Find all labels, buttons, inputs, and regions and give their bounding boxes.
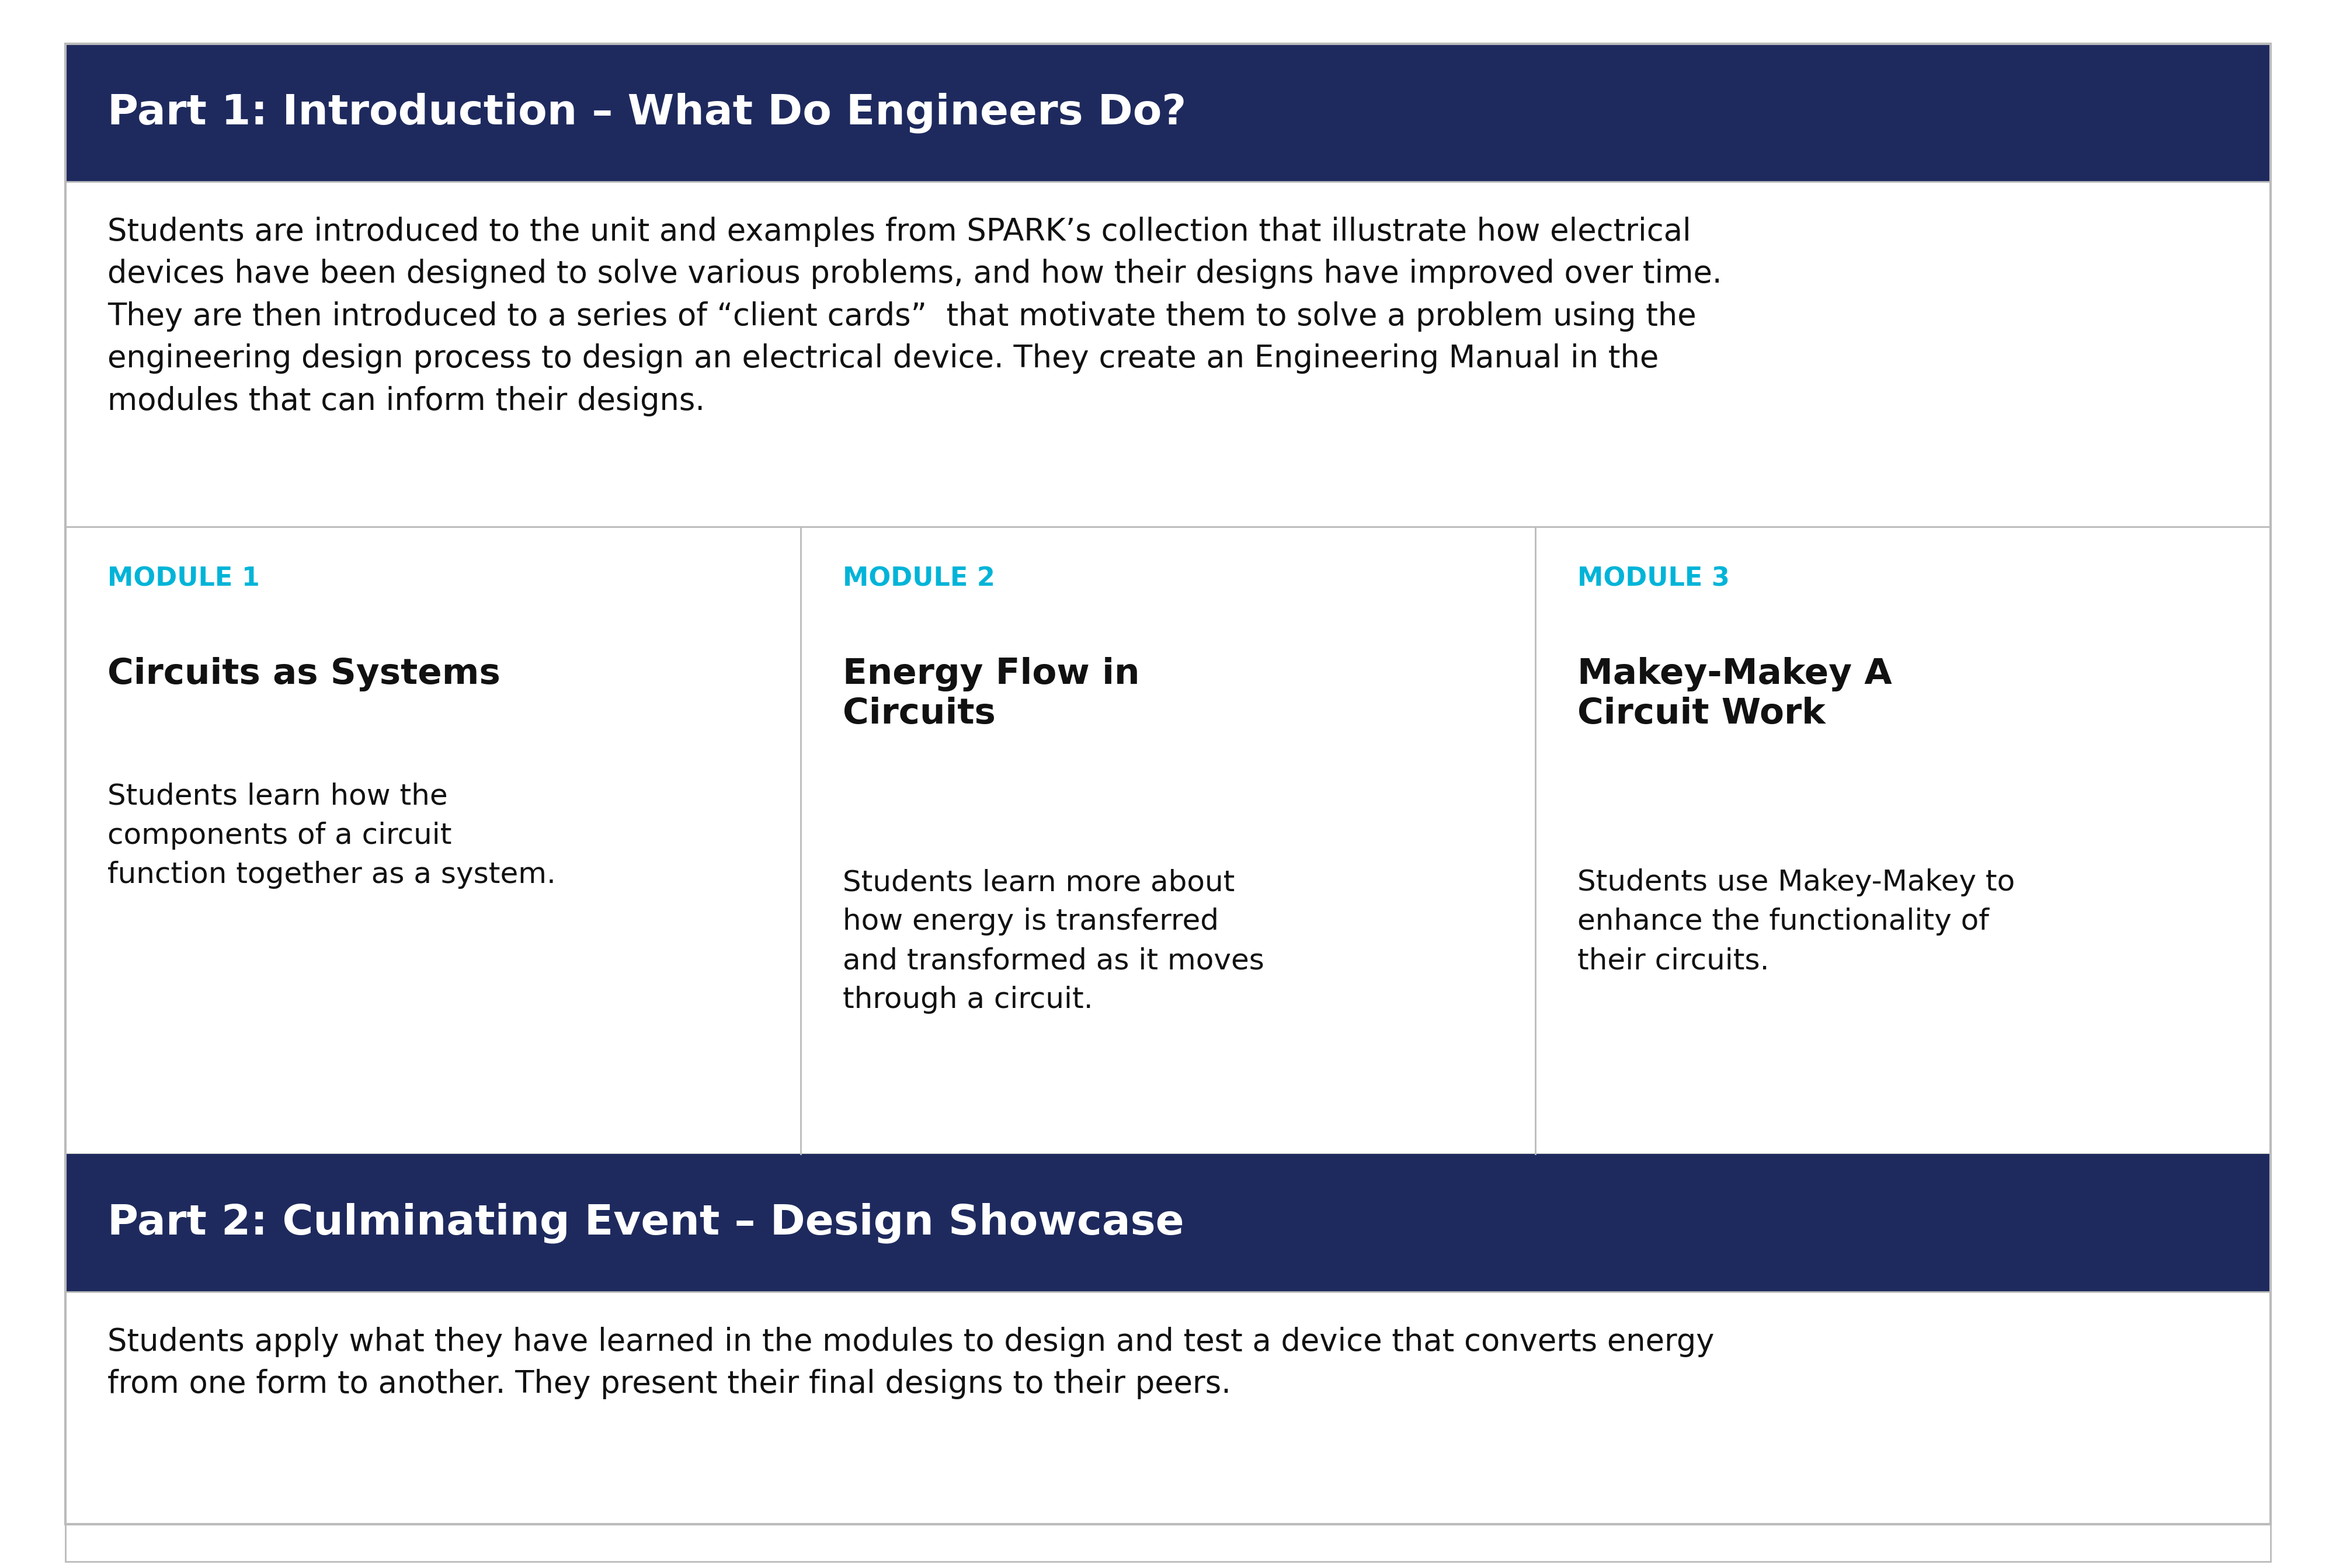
Bar <box>65 527 2271 1154</box>
Bar <box>65 1292 2271 1562</box>
Text: MODULE 1: MODULE 1 <box>107 566 259 591</box>
Text: MODULE 3: MODULE 3 <box>1577 566 1731 591</box>
Text: Students learn how the
components of a circuit
function together as a system.: Students learn how the components of a c… <box>107 782 556 889</box>
Text: Part 2: Culminating Event – Design Showcase: Part 2: Culminating Event – Design Showc… <box>107 1203 1184 1243</box>
Bar <box>65 1154 2271 1292</box>
Text: Makey-Makey A
Circuit Work: Makey-Makey A Circuit Work <box>1577 657 1892 731</box>
Text: Energy Flow in
Circuits: Energy Flow in Circuits <box>843 657 1140 731</box>
Text: Circuits as Systems: Circuits as Systems <box>107 657 500 691</box>
Bar <box>65 44 2271 182</box>
Text: Students are introduced to the unit and examples from SPARK’s collection that il: Students are introduced to the unit and … <box>107 216 1722 416</box>
Text: Students apply what they have learned in the modules to design and test a device: Students apply what they have learned in… <box>107 1327 1715 1399</box>
Text: Students use Makey-Makey to
enhance the functionality of
their circuits.: Students use Makey-Makey to enhance the … <box>1577 869 2016 975</box>
Bar <box>65 182 2271 527</box>
Text: Part 1: Introduction – What Do Engineers Do?: Part 1: Introduction – What Do Engineers… <box>107 93 1187 133</box>
Text: MODULE 2: MODULE 2 <box>843 566 995 591</box>
Text: Students learn more about
how energy is transferred
and transformed as it moves
: Students learn more about how energy is … <box>843 869 1264 1014</box>
